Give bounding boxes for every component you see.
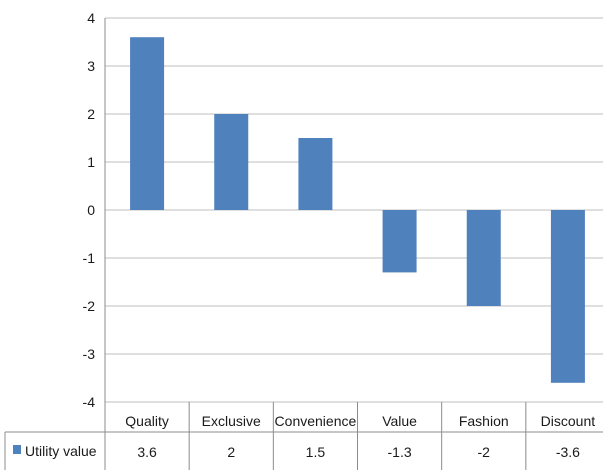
y-tick-label: -2 [83,298,96,314]
category-label: Value [382,413,417,429]
table-value-cell: 3.6 [137,444,157,460]
category-label: Quality [125,413,169,429]
category-label: Exclusive [202,413,261,429]
bar-exclusive [214,114,249,210]
bar-convenience [298,138,333,210]
y-tick-label: -3 [83,346,96,362]
legend-label: Utility value [25,443,97,459]
table-value-cell: 1.5 [306,444,326,460]
y-tick-label: 3 [87,58,95,74]
y-tick-label: 4 [87,10,95,26]
bar-value [382,210,417,273]
gridlines [104,17,603,470]
table-value-cell: -2 [478,444,491,460]
category-label: Convenience [275,413,357,429]
table-value-cell: -3.6 [556,444,580,460]
legend-swatch [13,445,21,454]
bar-fashion [466,210,501,306]
y-tick-label: -1 [83,250,96,266]
y-tick-label: -4 [83,394,96,410]
table-value-cell: -1.3 [388,444,412,460]
y-tick-label: 2 [87,106,95,122]
y-tick-label: 0 [87,202,95,218]
y-tick-label: 1 [87,154,95,170]
table-value-cell: 2 [227,444,235,460]
bar-quality [130,37,165,211]
category-label: Fashion [459,413,509,429]
bars [130,37,585,383]
data-table: Quality 3.6 Exclusive 2 Convenience 1.5 Value -… [4,402,603,470]
bar-discount [550,210,585,383]
y-axis-ticks: 4 3 2 1 0 -1 -2 -3 -4 [83,10,96,410]
category-label: Discount [541,413,596,429]
